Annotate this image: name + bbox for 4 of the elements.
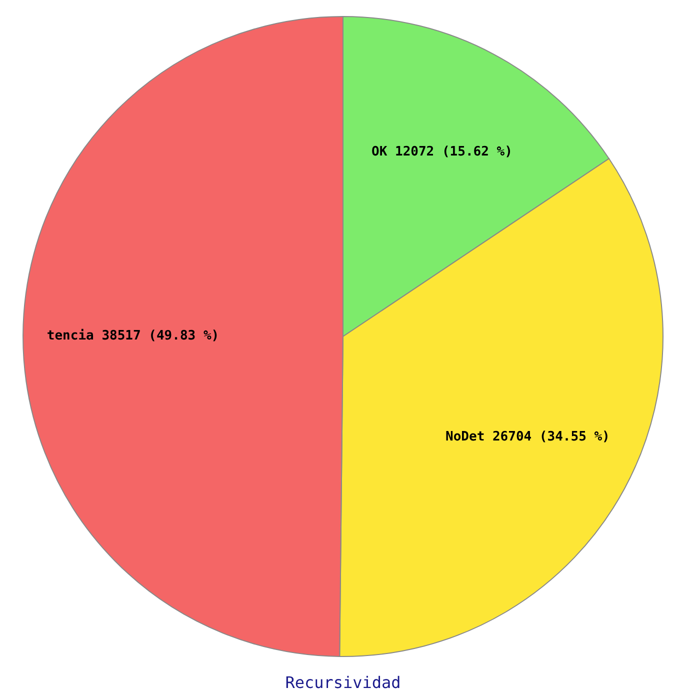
slice-label: tencia 38517 (49.83 %): [46, 328, 220, 344]
slice-label: OK 12072 (15.62 %): [372, 144, 512, 160]
slice-label: NoDet 26704 (34.55 %): [446, 429, 610, 444]
text: Recursividad: [285, 673, 401, 692]
